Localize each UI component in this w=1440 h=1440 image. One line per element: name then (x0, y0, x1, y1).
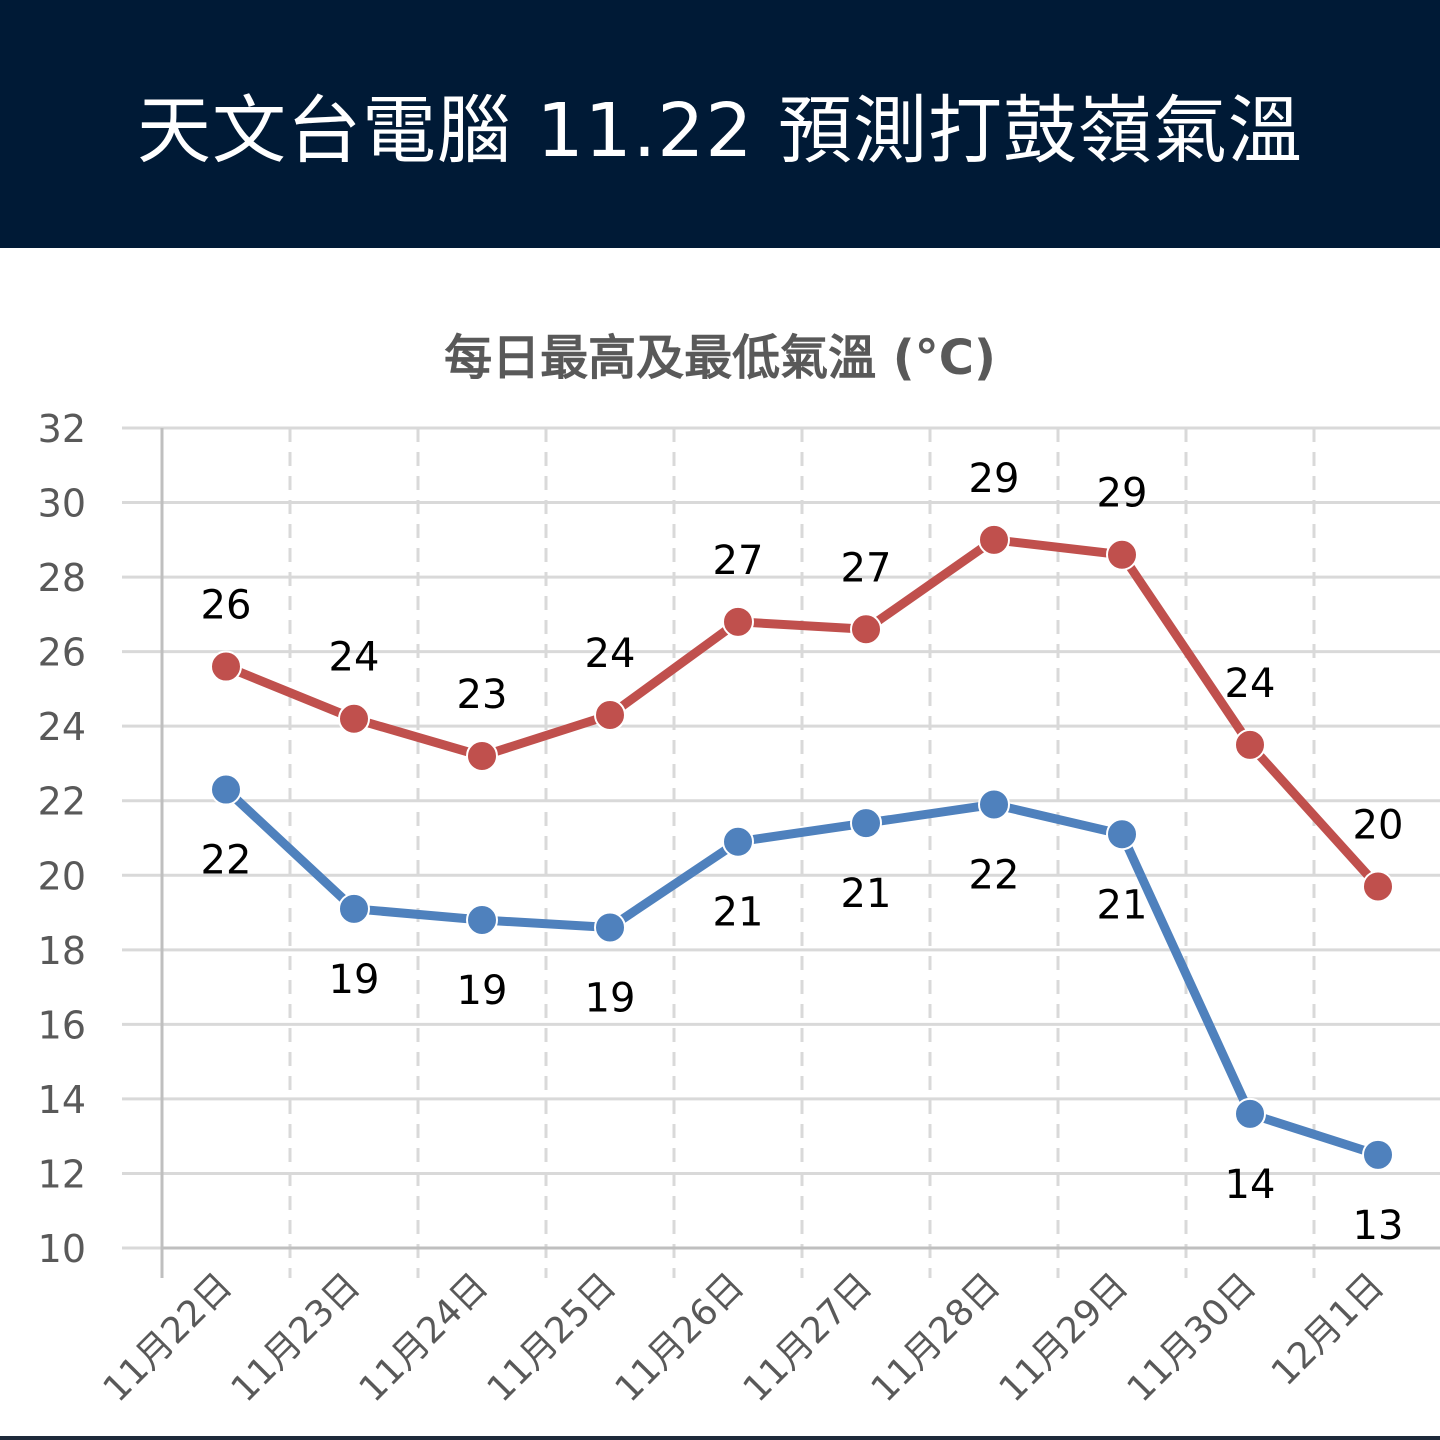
y-tick-label: 20 (38, 854, 86, 898)
series-line (221, 785, 1383, 1160)
y-tick-label: 28 (38, 556, 86, 600)
data-label: 19 (329, 957, 380, 1003)
data-label: 19 (585, 975, 636, 1021)
data-label: 22 (969, 852, 1020, 898)
data-label: 29 (1097, 471, 1148, 517)
y-tick-label: 26 (38, 631, 86, 675)
x-tick-label: 11月24日 (352, 1265, 497, 1410)
data-point (210, 773, 242, 806)
data-label: 21 (841, 871, 892, 917)
y-tick-label: 10 (38, 1227, 86, 1271)
data-point (594, 699, 626, 731)
data-point (594, 911, 626, 944)
data-point (466, 740, 498, 772)
x-tick-label: 12月1日 (1264, 1265, 1392, 1393)
x-tick-label: 11月22日 (96, 1265, 241, 1410)
y-tick-label: 22 (38, 780, 86, 824)
x-tick-label: 11月29日 (992, 1265, 1137, 1410)
data-point (722, 825, 754, 858)
bottom-divider (0, 1436, 1440, 1440)
x-tick-label: 11月30日 (1120, 1265, 1265, 1410)
data-point (210, 650, 242, 683)
data-point (722, 605, 754, 638)
y-tick-label: 30 (38, 482, 86, 526)
data-point (978, 788, 1010, 821)
data-label: 21 (1097, 882, 1148, 928)
x-tick-label: 11月28日 (864, 1265, 1009, 1410)
data-label: 21 (713, 890, 764, 936)
data-point (466, 904, 498, 936)
data-label: 13 (1353, 1203, 1404, 1249)
series-line (221, 535, 1383, 891)
data-label: 23 (457, 672, 508, 718)
chart-title: 每日最高及最低氣溫 (°C) (444, 330, 996, 386)
y-tick-label: 14 (38, 1078, 86, 1122)
data-label: 19 (457, 968, 508, 1014)
data-label: 14 (1225, 1162, 1276, 1208)
y-tick-label: 32 (38, 407, 86, 451)
data-point (978, 523, 1010, 556)
data-point (1362, 1138, 1394, 1171)
data-point (1362, 870, 1394, 903)
x-tick-label: 11月27日 (736, 1265, 881, 1410)
data-point (338, 892, 370, 925)
x-tick-label: 11月25日 (480, 1265, 625, 1410)
data-point (850, 613, 882, 646)
data-point (850, 807, 882, 840)
data-label: 27 (841, 545, 892, 591)
data-label: 29 (969, 456, 1020, 502)
data-label: 26 (201, 583, 252, 629)
data-label: 24 (1225, 661, 1276, 707)
x-tick-label: 11月26日 (608, 1265, 753, 1410)
y-tick-label: 12 (38, 1152, 86, 1196)
data-point (1234, 728, 1266, 761)
y-tick-label: 18 (38, 929, 86, 973)
x-tick-label: 11月23日 (224, 1265, 369, 1410)
data-label: 20 (1353, 802, 1404, 848)
header-banner: 天文台電腦 11.22 預測打鼓嶺氣溫 (0, 0, 1440, 248)
data-point (1106, 818, 1138, 851)
y-tick-label: 24 (38, 705, 86, 749)
data-label: 22 (201, 838, 252, 884)
data-point (338, 702, 370, 735)
data-label: 24 (585, 631, 636, 677)
data-label: 24 (329, 635, 380, 681)
y-tick-label: 16 (38, 1003, 86, 1047)
data-point (1234, 1097, 1266, 1130)
data-point (1106, 538, 1138, 571)
page-title: 天文台電腦 11.22 預測打鼓嶺氣溫 (137, 87, 1303, 174)
data-label: 27 (713, 538, 764, 584)
